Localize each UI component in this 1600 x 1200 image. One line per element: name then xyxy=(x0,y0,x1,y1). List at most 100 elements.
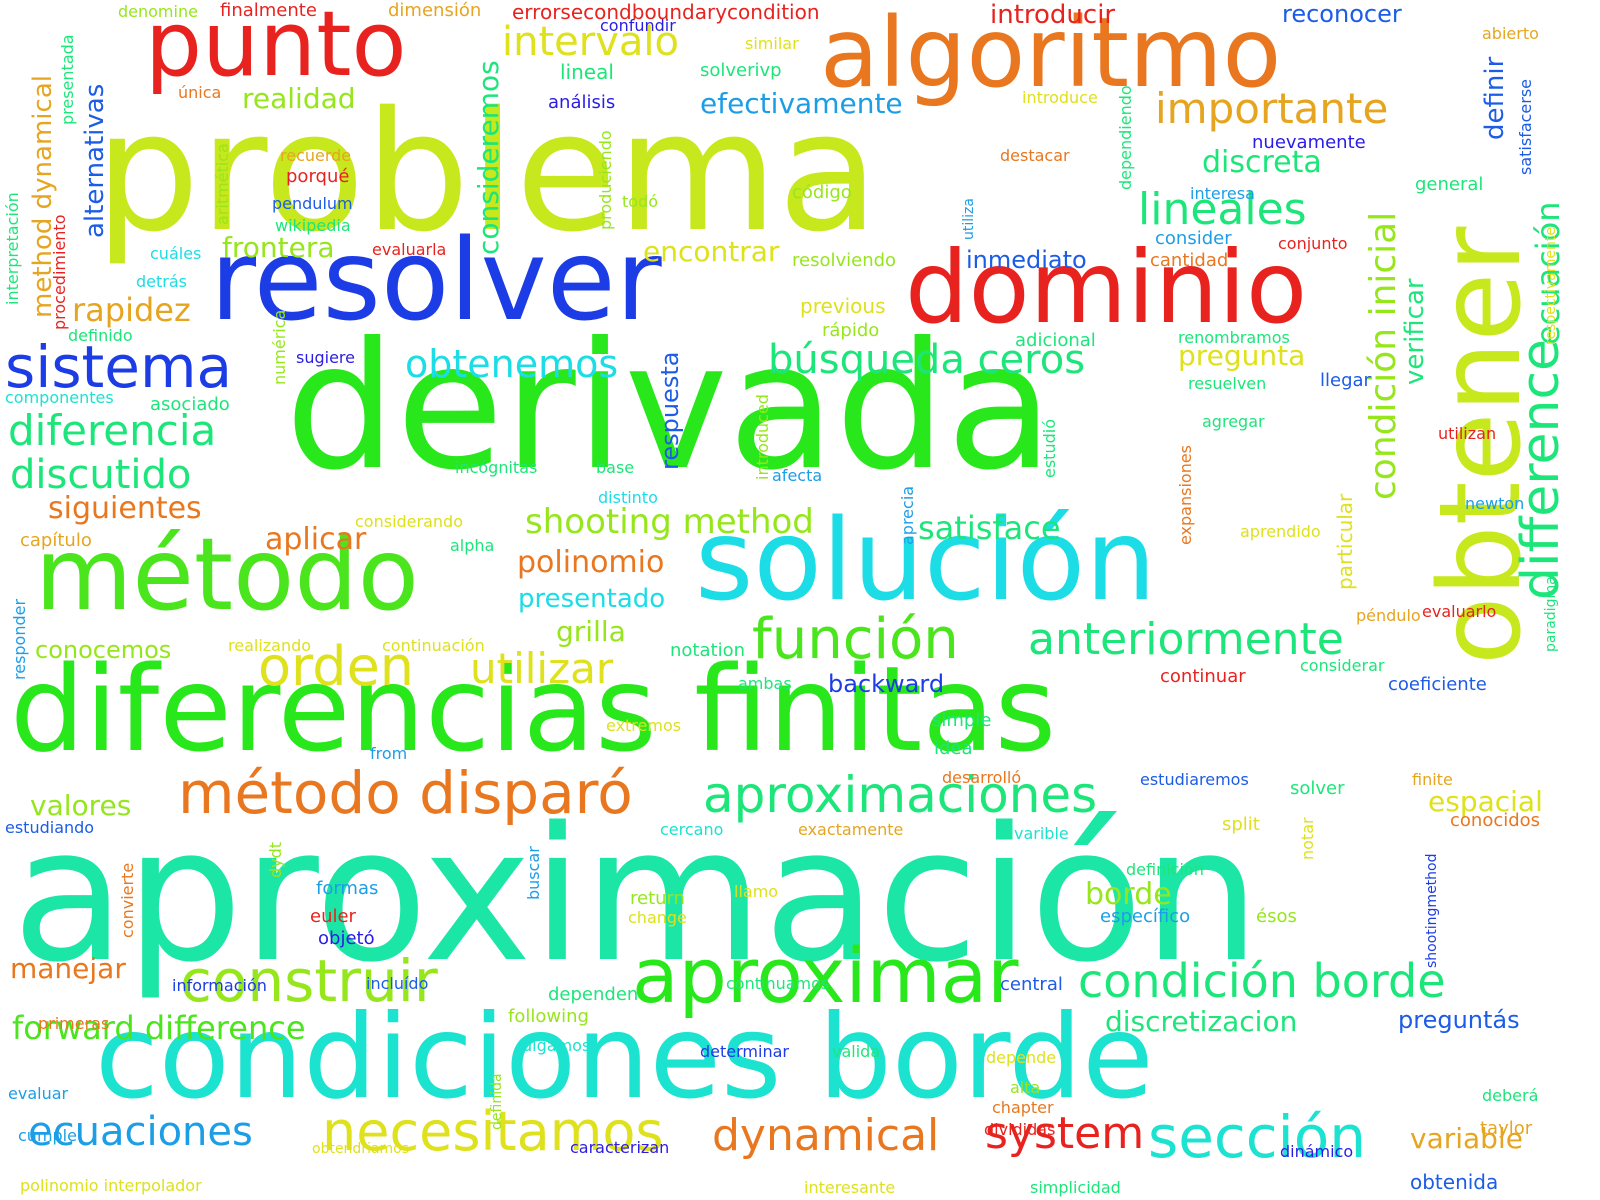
word: variable xyxy=(1410,1122,1523,1155)
word: realidad xyxy=(242,82,356,115)
word: depende xyxy=(986,1048,1057,1067)
word: dependen xyxy=(548,984,639,1005)
word: efectivamente xyxy=(700,87,903,120)
word: única xyxy=(178,83,222,102)
word: reconocer xyxy=(1282,0,1402,28)
word: definida xyxy=(489,1073,505,1130)
word: aproximaciones xyxy=(703,766,1098,824)
word: cantidad xyxy=(1150,250,1229,271)
word: péndulo xyxy=(1356,606,1421,625)
word: shooting method xyxy=(525,502,814,542)
word: rapidez xyxy=(72,291,191,329)
word: discretizacion xyxy=(1105,1005,1298,1038)
word: desarrolló xyxy=(942,768,1022,787)
word: utilizan xyxy=(1438,424,1497,443)
word: dinámico xyxy=(1280,1142,1354,1161)
word: notar xyxy=(1298,817,1317,860)
word: realizando xyxy=(228,636,312,655)
word: definición xyxy=(1126,860,1204,879)
word: conjunto xyxy=(1278,234,1348,253)
word: previous xyxy=(800,294,886,318)
word: simplicidad xyxy=(1030,1178,1121,1197)
word: todó xyxy=(622,192,659,211)
word: condiciones borde xyxy=(95,990,1154,1125)
word: solver xyxy=(1290,778,1345,799)
word: definido xyxy=(68,326,133,345)
word: condición inicial xyxy=(1363,211,1404,500)
word: ecuaciones xyxy=(28,1109,253,1155)
word: interesante xyxy=(804,1178,896,1197)
word: buscar xyxy=(524,846,543,900)
word: satisface xyxy=(918,509,1061,547)
word: idea xyxy=(934,738,973,759)
word: considerar xyxy=(1300,656,1385,675)
word: forward difference xyxy=(12,1009,306,1047)
word: intervalo xyxy=(502,19,679,65)
word: sistema xyxy=(5,333,233,401)
word: taylor xyxy=(1480,1118,1533,1139)
word: alternativas xyxy=(80,83,110,238)
word: renombramos xyxy=(1178,328,1290,347)
word: denomine xyxy=(118,2,198,21)
word: similar xyxy=(745,34,799,53)
word: código xyxy=(792,182,852,203)
word: extremos xyxy=(606,716,682,735)
word: pendulum xyxy=(272,194,353,213)
word: obtenida xyxy=(1410,1170,1499,1194)
word: wikipedia xyxy=(275,216,351,235)
word: continuación xyxy=(382,636,485,655)
word: capítulo xyxy=(20,530,92,551)
word: following xyxy=(508,1006,589,1027)
word: consideremos xyxy=(472,60,505,255)
word: introduce xyxy=(1022,88,1098,107)
word: diferencias finitas xyxy=(10,640,1057,778)
word: resolver xyxy=(210,216,662,346)
word: valores xyxy=(30,789,132,822)
word: llegar xyxy=(1320,370,1371,391)
word: nuevamente xyxy=(1252,132,1366,153)
word: análisis xyxy=(548,92,616,113)
word: general xyxy=(1415,174,1484,195)
word: deberá xyxy=(1482,1086,1539,1105)
word: estudiaremos xyxy=(1140,770,1249,789)
word: finite xyxy=(1412,770,1453,789)
word: borde xyxy=(1085,877,1172,912)
word: espacial xyxy=(1428,785,1543,818)
word: utiliza xyxy=(961,198,977,240)
word: información xyxy=(172,976,267,995)
word: introduced xyxy=(753,394,772,480)
word: anteriormente xyxy=(1028,614,1344,665)
word: procedimiento xyxy=(50,214,69,331)
word: convierte xyxy=(118,862,137,938)
word: continuamos xyxy=(726,974,830,993)
word: presentada xyxy=(58,34,77,125)
word: ésos xyxy=(1256,906,1297,927)
word: polinomio interpolador xyxy=(20,1176,202,1195)
word: dimensión xyxy=(388,0,482,21)
word: dydt xyxy=(266,841,285,878)
word: asociado xyxy=(150,394,230,415)
word: solución xyxy=(695,496,1157,626)
word: siguientes xyxy=(48,491,202,526)
word: from xyxy=(370,744,408,763)
word: solverivp xyxy=(700,60,782,81)
word: porqué xyxy=(286,166,350,187)
word: frontera xyxy=(222,231,335,264)
word: llamo xyxy=(734,882,779,901)
word: lineal xyxy=(560,60,614,84)
word: método xyxy=(35,516,419,633)
word: objetó xyxy=(318,928,375,949)
word: abierto xyxy=(1482,24,1539,43)
word: cumple xyxy=(18,1126,77,1145)
word: formas xyxy=(316,878,379,899)
word: responder xyxy=(10,598,29,680)
word: orden xyxy=(258,635,415,698)
word: sugiere xyxy=(296,348,355,367)
word: destacar xyxy=(1000,146,1070,165)
word: sección xyxy=(1148,1103,1367,1171)
word: derivada xyxy=(285,306,1054,509)
word: aprecia xyxy=(898,485,917,545)
word: presentado xyxy=(518,584,666,614)
word: componentes xyxy=(5,388,114,407)
